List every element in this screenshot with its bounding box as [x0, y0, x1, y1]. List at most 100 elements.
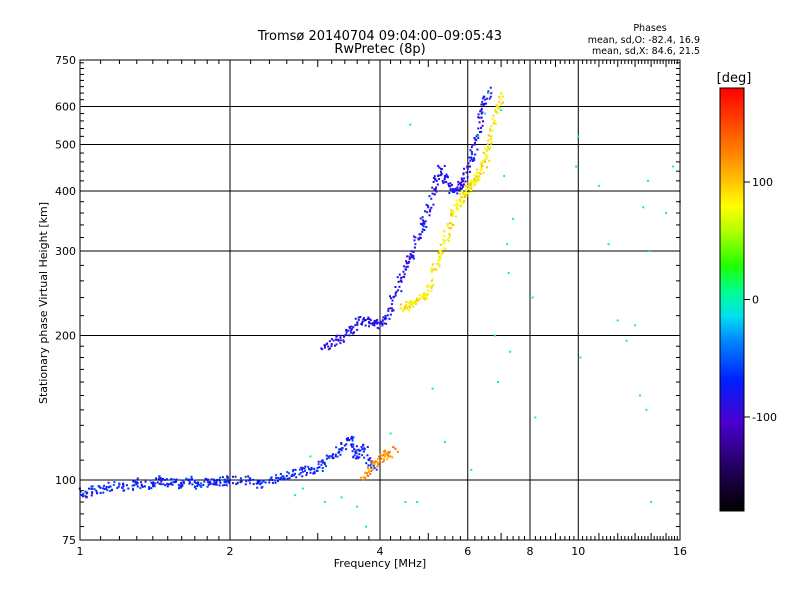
data-point: [323, 344, 326, 347]
data-point: [382, 453, 385, 456]
data-point: [421, 222, 424, 225]
data-point: [500, 109, 503, 112]
data-point: [361, 454, 364, 457]
data-point: [383, 322, 386, 325]
data-point: [329, 347, 332, 350]
phases-heading: Phases: [633, 23, 666, 34]
data-point: [345, 443, 348, 446]
y-tick-label: 75: [62, 534, 76, 547]
data-point: [478, 116, 481, 119]
data-point: [330, 343, 333, 346]
data-point: [223, 478, 226, 481]
x-tick-label: 1: [77, 545, 84, 558]
data-point: [386, 451, 389, 454]
data-point: [182, 481, 185, 484]
data-point: [325, 454, 328, 457]
data-point: [213, 480, 216, 483]
data-point: [150, 487, 153, 490]
data-point: [378, 327, 381, 330]
data-point: [352, 436, 355, 439]
data-point: [476, 134, 479, 137]
data-point: [440, 172, 443, 175]
data-point: [301, 466, 304, 469]
data-point: [495, 106, 498, 109]
data-point: [163, 478, 166, 481]
data-point: [353, 454, 356, 457]
data-point: [335, 343, 338, 346]
data-point: [111, 488, 114, 491]
data-point: [286, 477, 289, 480]
data-point: [402, 308, 405, 311]
data-point: [469, 165, 472, 168]
data-point: [481, 111, 484, 114]
data-point: [350, 329, 353, 332]
data-point: [91, 491, 94, 494]
data-point: [313, 467, 316, 470]
data-point: [395, 290, 398, 293]
data-point: [350, 435, 353, 438]
data-point: [363, 319, 366, 322]
data-point: [362, 476, 365, 479]
data-point: [437, 178, 440, 181]
data-point: [375, 468, 378, 471]
data-point: [427, 206, 430, 209]
data-point: [248, 479, 251, 482]
data-point: [484, 98, 487, 101]
data-point: [88, 487, 91, 490]
data-point: [408, 257, 411, 260]
data-point: [453, 190, 456, 193]
x-tick-label: 2: [227, 545, 234, 558]
data-point: [433, 188, 436, 191]
data-point: [342, 339, 345, 342]
data-point: [170, 478, 173, 481]
data-point: [323, 346, 326, 349]
data-point: [231, 475, 234, 478]
data-point: [466, 176, 469, 179]
data-point: [358, 449, 361, 452]
data-point: [370, 461, 373, 464]
data-point: [239, 477, 242, 480]
data-point: [358, 453, 361, 456]
data-point: [456, 186, 459, 189]
data-point: [264, 481, 267, 484]
data-point: [102, 491, 105, 494]
data-point: [308, 467, 311, 470]
data-point: [226, 475, 229, 478]
data-point: [301, 468, 304, 471]
data-point: [446, 238, 449, 241]
data-point: [475, 171, 478, 174]
data-point: [189, 481, 192, 484]
data-point: [372, 462, 375, 465]
data-point: [321, 467, 324, 470]
data-point: [495, 110, 498, 113]
data-point: [160, 477, 163, 480]
data-point: [425, 294, 428, 297]
data-point: [374, 460, 377, 463]
data-point: [351, 443, 354, 446]
data-point: [355, 457, 358, 460]
data-point: [416, 500, 419, 503]
data-point: [310, 466, 313, 469]
data-point: [439, 170, 442, 173]
data-point: [451, 213, 454, 216]
data-point: [389, 297, 392, 300]
data-point: [498, 100, 501, 103]
data-point: [447, 240, 450, 243]
data-point: [430, 279, 433, 282]
data-point: [461, 179, 464, 182]
data-point: [356, 323, 359, 326]
data-point: [407, 261, 410, 264]
data-point: [460, 177, 463, 180]
data-point: [293, 472, 296, 475]
data-point: [364, 324, 367, 327]
data-point: [193, 481, 196, 484]
data-point: [448, 232, 451, 235]
data-point: [607, 243, 610, 246]
data-point: [199, 484, 202, 487]
data-point: [330, 344, 333, 347]
data-point: [494, 122, 497, 125]
data-point: [113, 481, 116, 484]
data-point: [442, 242, 445, 245]
data-point: [422, 225, 425, 228]
data-point: [99, 486, 102, 489]
